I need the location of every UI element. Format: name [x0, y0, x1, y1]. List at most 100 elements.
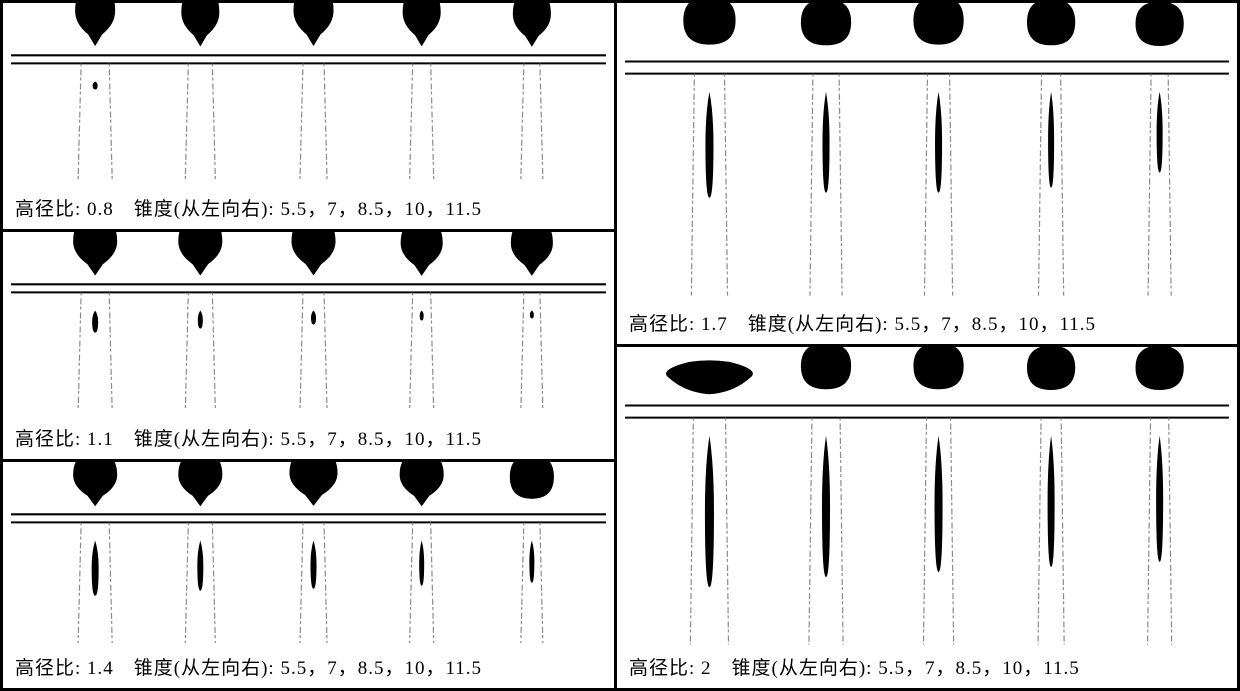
- blob: [400, 462, 444, 506]
- blob: [178, 462, 222, 506]
- jet: [529, 540, 534, 582]
- jet: [197, 540, 203, 590]
- jet: [311, 311, 316, 325]
- streak-left: [78, 522, 81, 643]
- streak-left: [521, 63, 524, 179]
- streak-left: [1039, 74, 1042, 296]
- jet: [935, 92, 942, 193]
- streak-right: [1061, 74, 1064, 296]
- jet: [705, 92, 713, 198]
- panel-p5: 高径比: 2 锥度(从左向右): 5.5，7，8.5，10，11.5: [617, 347, 1237, 688]
- blob: [403, 3, 441, 47]
- scene-svg: [617, 347, 1237, 688]
- streak-left: [690, 418, 693, 645]
- blob: [1136, 347, 1184, 390]
- figure-grid: 高径比: 0.8 锥度(从左向右): 5.5，7，8.5，10，11.5 高径比:…: [0, 0, 1240, 691]
- jet: [822, 92, 829, 193]
- streak-left: [1148, 418, 1151, 645]
- blob: [801, 347, 851, 389]
- streak-left: [521, 522, 524, 643]
- streak-left: [924, 74, 927, 296]
- left-column: 高径比: 0.8 锥度(从左向右): 5.5，7，8.5，10，11.5 高径比:…: [3, 3, 617, 688]
- jet: [92, 540, 99, 595]
- streak-left: [300, 522, 303, 643]
- streak-right: [109, 293, 112, 412]
- streak-right: [324, 293, 327, 412]
- jet: [705, 436, 714, 587]
- blob: [178, 232, 222, 276]
- blob: [73, 232, 117, 276]
- streak-right: [431, 522, 434, 643]
- streak-left: [410, 293, 413, 412]
- streak-left: [923, 418, 926, 645]
- streak-right: [1061, 418, 1064, 645]
- streak-left: [1038, 418, 1041, 645]
- streak-left: [410, 522, 413, 643]
- streak-right: [950, 74, 953, 296]
- jet: [1048, 92, 1054, 188]
- streak-left: [300, 63, 303, 179]
- streak-right: [1168, 74, 1171, 296]
- blob: [513, 3, 551, 47]
- jet: [420, 311, 424, 321]
- streak-right: [540, 522, 543, 643]
- streak-right: [324, 63, 327, 179]
- streak-right: [839, 74, 842, 296]
- jet: [92, 311, 98, 333]
- streak-right: [212, 522, 215, 643]
- streak-left: [809, 418, 812, 645]
- panel-caption: 高径比: 1.4 锥度(从左向右): 5.5，7，8.5，10，11.5: [15, 653, 482, 680]
- streak-right: [212, 63, 215, 179]
- streak-left: [78, 293, 81, 412]
- blob: [510, 462, 554, 499]
- jet: [419, 540, 424, 585]
- blob: [666, 360, 753, 394]
- streak-right: [951, 418, 954, 645]
- streak-left: [410, 63, 413, 179]
- streak-right: [840, 418, 843, 645]
- blob: [75, 3, 115, 46]
- blob: [683, 3, 735, 45]
- blob: [73, 462, 117, 506]
- streak-right: [431, 293, 434, 412]
- streak-left: [521, 293, 524, 412]
- panel-p3: 高径比: 1.4 锥度(从左向右): 5.5，7，8.5，10，11.5: [3, 462, 614, 688]
- blob: [293, 3, 333, 46]
- panel-caption: 高径比: 0.8 锥度(从左向右): 5.5，7，8.5，10，11.5: [15, 194, 482, 221]
- jet: [1157, 92, 1163, 173]
- blob: [1136, 3, 1184, 46]
- jet: [198, 311, 203, 329]
- jet: [1156, 436, 1163, 562]
- streak-right: [540, 293, 543, 412]
- streak-left: [185, 522, 188, 643]
- jet: [530, 311, 534, 319]
- panel-caption: 高径比: 2 锥度(从左向右): 5.5，7，8.5，10，11.5: [629, 653, 1080, 680]
- streak-right: [109, 63, 112, 179]
- streak-right: [540, 63, 543, 179]
- streak-left: [691, 74, 694, 296]
- blob: [289, 462, 337, 506]
- jet: [311, 540, 317, 588]
- right-column: 高径比: 1.7 锥度(从左向右): 5.5，7，8.5，10，11.5 高径比:…: [617, 3, 1237, 688]
- streak-left: [185, 63, 188, 179]
- streak-left: [810, 74, 813, 296]
- blob: [511, 232, 553, 276]
- streak-left: [1148, 74, 1151, 296]
- streak-right: [109, 522, 112, 643]
- jet: [822, 436, 830, 577]
- streak-right: [431, 63, 434, 179]
- streak-right: [726, 418, 729, 645]
- streak-left: [185, 293, 188, 412]
- streak-left: [300, 293, 303, 412]
- jet: [93, 81, 98, 89]
- blob: [181, 3, 219, 47]
- streak-right: [212, 293, 215, 412]
- streak-right: [1169, 418, 1172, 645]
- jet: [1048, 436, 1055, 567]
- streak-left: [78, 63, 81, 179]
- blob: [401, 232, 443, 276]
- streak-right: [725, 74, 728, 296]
- panel-caption: 高径比: 1.7 锥度(从左向右): 5.5，7，8.5，10，11.5: [629, 309, 1096, 336]
- blob: [1027, 347, 1075, 390]
- jet: [935, 436, 943, 572]
